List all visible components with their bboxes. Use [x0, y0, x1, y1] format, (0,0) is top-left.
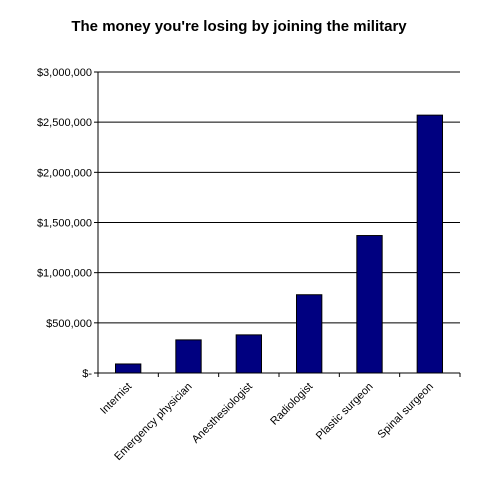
- x-tick-label: Internist: [98, 381, 134, 417]
- y-tick-label: $1,000,000: [37, 268, 92, 280]
- bar: [114, 363, 142, 374]
- y-tick-label: $-: [82, 368, 92, 380]
- x-tick-label: Spinal surgeon: [376, 381, 436, 441]
- bar: [235, 334, 263, 374]
- bar: [356, 235, 383, 374]
- x-tick-label: Anesthesiologist: [190, 381, 255, 446]
- y-tick-label: $3,000,000: [37, 67, 92, 79]
- chart-title: The money you're losing by joining the m…: [71, 18, 407, 35]
- bar: [416, 114, 444, 374]
- y-tick-label: $500,000: [46, 318, 92, 330]
- bar: [295, 294, 323, 374]
- y-tick-label: $2,500,000: [37, 117, 92, 129]
- y-tick-label: $2,000,000: [37, 167, 92, 179]
- x-tick-label: Plastic surgeon: [314, 381, 376, 443]
- y-tick-label: $1,500,000: [37, 218, 92, 230]
- x-tick-label: Radiologist: [268, 381, 315, 428]
- bar: [175, 339, 202, 374]
